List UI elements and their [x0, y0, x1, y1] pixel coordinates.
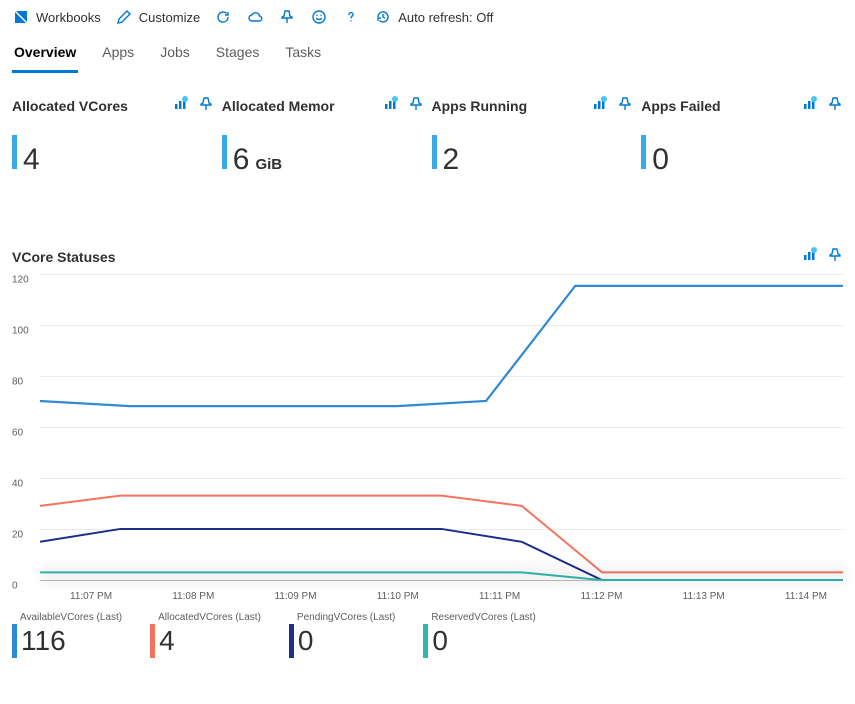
y-tick-label: 20	[12, 530, 23, 541]
y-tick-label: 0	[12, 581, 18, 592]
metric-bar	[12, 135, 17, 169]
customize-button[interactable]: Customize	[115, 8, 200, 26]
legend-bar	[289, 624, 294, 658]
metric-bar	[222, 135, 227, 169]
tabs: Overview Apps Jobs Stages Tasks	[0, 34, 855, 74]
y-tick-label: 80	[12, 377, 23, 388]
help-icon[interactable]	[342, 8, 360, 26]
metric-value: 4	[23, 143, 40, 177]
tab-overview[interactable]: Overview	[12, 38, 78, 73]
refresh-icon[interactable]	[214, 8, 232, 26]
customize-label: Customize	[139, 10, 200, 25]
autorefresh-button[interactable]: Auto refresh: Off	[374, 8, 493, 26]
legend-value: 0	[432, 625, 448, 657]
chart-pin-icon[interactable]	[827, 247, 843, 266]
pin-icon[interactable]	[408, 96, 424, 115]
workbook-icon	[12, 8, 30, 26]
metric-title: Allocated VCores	[12, 98, 128, 114]
pin-icon[interactable]	[827, 96, 843, 115]
metrics-row: Allocated VCores 4 Allocated Memor 6 GiB Apps…	[0, 74, 855, 187]
legend-value: 4	[159, 625, 175, 657]
pencil-icon	[115, 8, 133, 26]
workbooks-label: Workbooks	[36, 10, 101, 25]
metric-card: Apps Running 2	[432, 96, 634, 177]
y-tick-label: 60	[12, 428, 23, 439]
tab-tasks[interactable]: Tasks	[283, 38, 323, 73]
series-line	[40, 572, 843, 580]
metric-value: 6	[233, 143, 250, 177]
legend-label: AvailableVCores (Last)	[20, 612, 122, 623]
legend-bar	[150, 624, 155, 658]
metric-title: Allocated Memor	[222, 98, 335, 114]
analytics-icon[interactable]	[801, 96, 817, 115]
smile-icon[interactable]	[310, 8, 328, 26]
legend-item[interactable]: AllocatedVCores (Last) 4	[150, 612, 261, 658]
y-tick-label: 120	[12, 275, 29, 286]
chart-legend: AvailableVCores (Last) 116 AllocatedVCores…	[0, 612, 855, 674]
pin-icon[interactable]	[278, 8, 296, 26]
metric-title: Apps Running	[432, 98, 528, 114]
chart-area: 0 20 40 60 80 100 120 11:07 PM11:08 PM11:09 PM1…	[12, 272, 843, 602]
chart-section: VCore Statuses 0 20 40 60 80 100 120 11:07 PM11…	[0, 187, 855, 612]
chart-svg	[40, 272, 843, 581]
legend-label: AllocatedVCores (Last)	[158, 612, 261, 623]
tab-apps[interactable]: Apps	[100, 38, 136, 73]
pin-icon[interactable]	[198, 96, 214, 115]
tab-stages[interactable]: Stages	[214, 38, 262, 73]
workbooks-button[interactable]: Workbooks	[12, 8, 101, 26]
autorefresh-label: Auto refresh: Off	[398, 10, 493, 25]
legend-item[interactable]: ReservedVCores (Last) 0	[423, 612, 535, 658]
y-tick-label: 40	[12, 479, 23, 490]
x-labels: 11:07 PM11:08 PM11:09 PM11:10 PM11:11 PM…	[40, 587, 843, 602]
chart-analytics-icon[interactable]	[801, 247, 817, 266]
series-line	[40, 496, 843, 573]
metric-unit: GiB	[255, 156, 282, 173]
metric-value: 2	[443, 143, 460, 177]
pin-icon[interactable]	[617, 96, 633, 115]
legend-bar	[12, 624, 17, 658]
analytics-icon[interactable]	[172, 96, 188, 115]
analytics-icon[interactable]	[382, 96, 398, 115]
metric-bar	[641, 135, 646, 169]
history-icon	[374, 8, 392, 26]
legend-value: 116	[21, 625, 66, 657]
metric-card: Allocated VCores 4	[12, 96, 214, 177]
metric-title: Apps Failed	[641, 98, 720, 114]
metric-bar	[432, 135, 437, 169]
metric-card: Allocated Memor 6 GiB	[222, 96, 424, 177]
cloud-icon[interactable]	[246, 8, 264, 26]
legend-label: PendingVCores (Last)	[297, 612, 395, 623]
chart-title: VCore Statuses	[12, 249, 115, 265]
legend-value: 0	[298, 625, 314, 657]
metric-value: 0	[652, 143, 669, 177]
y-tick-label: 100	[12, 326, 29, 337]
metric-card: Apps Failed 0	[641, 96, 843, 177]
tab-jobs[interactable]: Jobs	[158, 38, 192, 73]
legend-label: ReservedVCores (Last)	[431, 612, 535, 623]
analytics-icon[interactable]	[591, 96, 607, 115]
legend-item[interactable]: PendingVCores (Last) 0	[289, 612, 395, 658]
legend-bar	[423, 624, 428, 658]
legend-item[interactable]: AvailableVCores (Last) 116	[12, 612, 122, 658]
toolbar: Workbooks Customize Auto refresh: Off	[0, 0, 855, 34]
series-line	[40, 286, 843, 406]
